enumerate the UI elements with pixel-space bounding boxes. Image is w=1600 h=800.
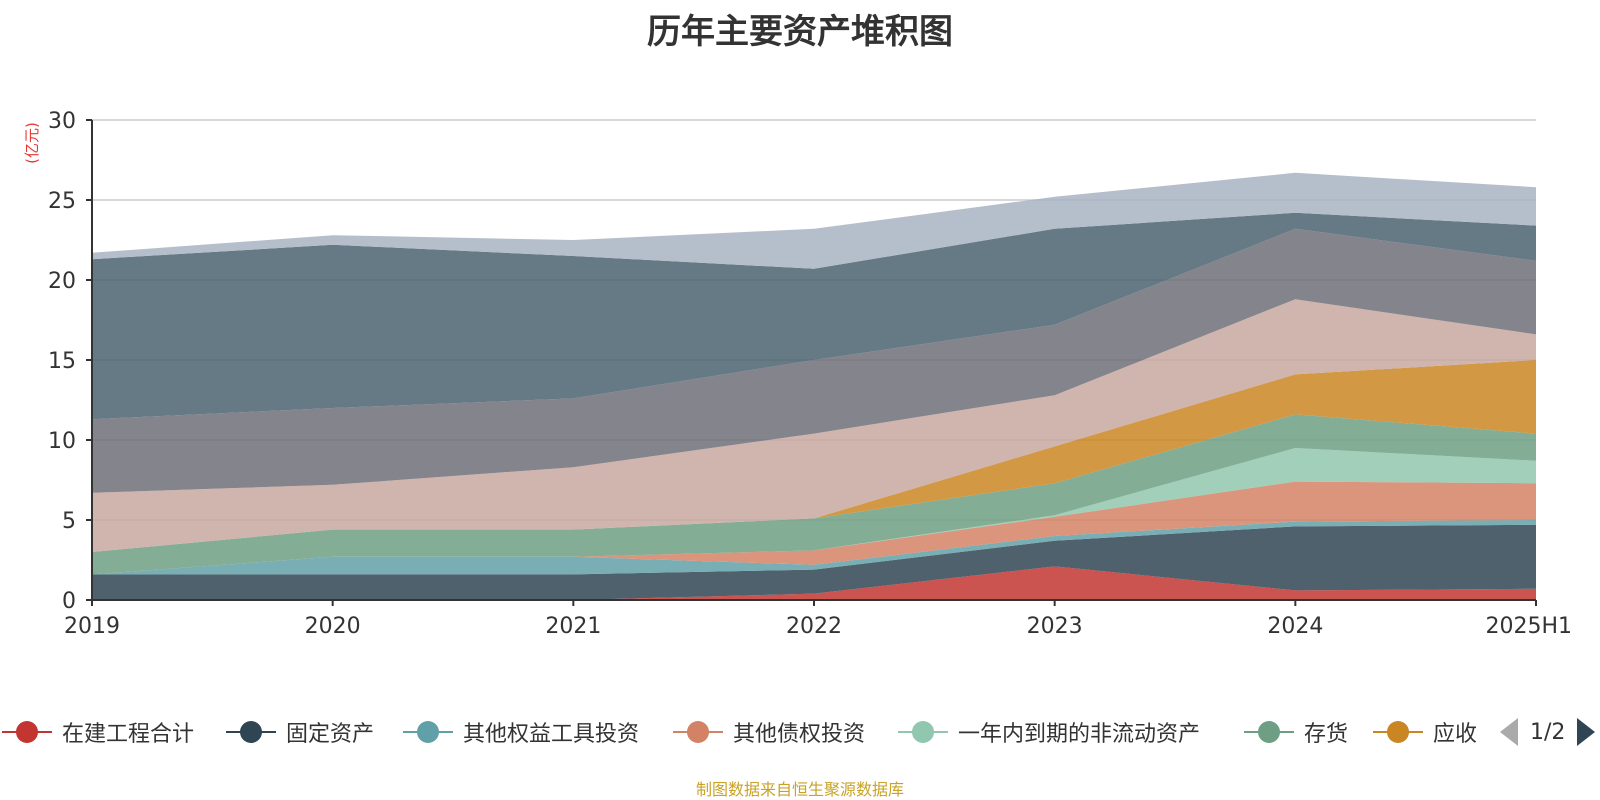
legend-label: 应收 <box>1433 722 1478 747</box>
legend-label: 固定资产 <box>286 722 375 747</box>
area-series-6[interactable] <box>92 414 1536 575</box>
legend-marker-icon <box>226 720 276 744</box>
legend-prev-icon[interactable] <box>1500 718 1518 746</box>
y-tick-label: 25 <box>48 189 76 214</box>
area-series-7[interactable] <box>92 360 1536 552</box>
y-tick-label: 5 <box>62 509 76 534</box>
legend-label: 存货 <box>1304 722 1349 747</box>
legend-item[interactable]: 其他权益工具投资 <box>403 714 639 750</box>
chart-title: 历年主要资产堆积图 <box>647 12 953 52</box>
legend-page-indicator: 1/2 <box>1530 719 1566 745</box>
x-tick-label: 2021 <box>545 614 601 639</box>
legend-item[interactable]: 存货 <box>1244 714 1348 750</box>
area-series-3[interactable] <box>92 520 1536 575</box>
legend-item[interactable]: 一年内到期的非流动资产 <box>898 714 1200 750</box>
legend-item[interactable]: 其他债权投资 <box>673 714 865 750</box>
y-tick-label: 30 <box>48 109 76 134</box>
area-series-9[interactable] <box>92 228 1536 493</box>
legend-label: 其他债权投资 <box>733 722 866 747</box>
area-series-group <box>92 172 1536 600</box>
area-series-8[interactable] <box>92 299 1536 552</box>
y-tick-label: 0 <box>62 589 76 614</box>
x-tick-label: 2024 <box>1267 614 1323 639</box>
source-note: 制图数据来自恒生聚源数据库 <box>695 780 904 799</box>
legend-label: 一年内到期的非流动资产 <box>958 722 1201 747</box>
y-axis-unit-label: (亿元) <box>23 122 41 164</box>
y-tick-label: 10 <box>48 429 76 454</box>
x-tick-label: 2025H1 <box>1485 614 1572 639</box>
area-series-10[interactable] <box>92 212 1536 420</box>
area-series-5[interactable] <box>92 448 1536 575</box>
legend-next-icon[interactable] <box>1577 718 1596 746</box>
legend-marker-icon <box>898 720 948 744</box>
y-tick-label: 20 <box>48 269 76 294</box>
legend-pager: 1/2 <box>1500 718 1596 746</box>
legend-label: 其他权益工具投资 <box>463 722 640 747</box>
x-tick-label: 2020 <box>305 614 361 639</box>
legend-marker-icon <box>673 720 723 744</box>
area-series-11[interactable] <box>92 172 1536 269</box>
area-series-2[interactable] <box>92 524 1536 600</box>
legend-marker-icon <box>2 720 52 744</box>
y-tick-label: 15 <box>48 349 76 374</box>
stacked-area-chart: 0 5 10 15 20 25 30 2019 2020 2021 2022 2023 2024 2025… <box>23 109 1572 639</box>
x-tick-label: 2019 <box>64 614 120 639</box>
area-series-1[interactable] <box>92 566 1536 600</box>
legend-label: 在建工程合计 <box>62 722 195 747</box>
area-series-4[interactable] <box>92 481 1536 575</box>
axes <box>86 119 1537 606</box>
tick-labels: 0 5 10 15 20 25 30 2019 2020 2021 2022 2023 2024 2025… <box>48 109 1572 639</box>
legend-marker-icon <box>1373 720 1423 744</box>
legend: 在建工程合计 固定资产 其他权益工具投资 其他债权投资 一年内到期的非流动资产 存货 应收 <box>0 714 1600 754</box>
legend-item[interactable]: 在建工程合计 <box>2 714 194 750</box>
legend-item[interactable]: 固定资产 <box>226 714 374 750</box>
legend-marker-icon <box>403 720 453 744</box>
legend-item[interactable]: 应收 <box>1373 714 1477 750</box>
x-tick-label: 2023 <box>1027 614 1083 639</box>
x-tick-label: 2022 <box>786 614 842 639</box>
legend-marker-icon <box>1244 720 1294 744</box>
